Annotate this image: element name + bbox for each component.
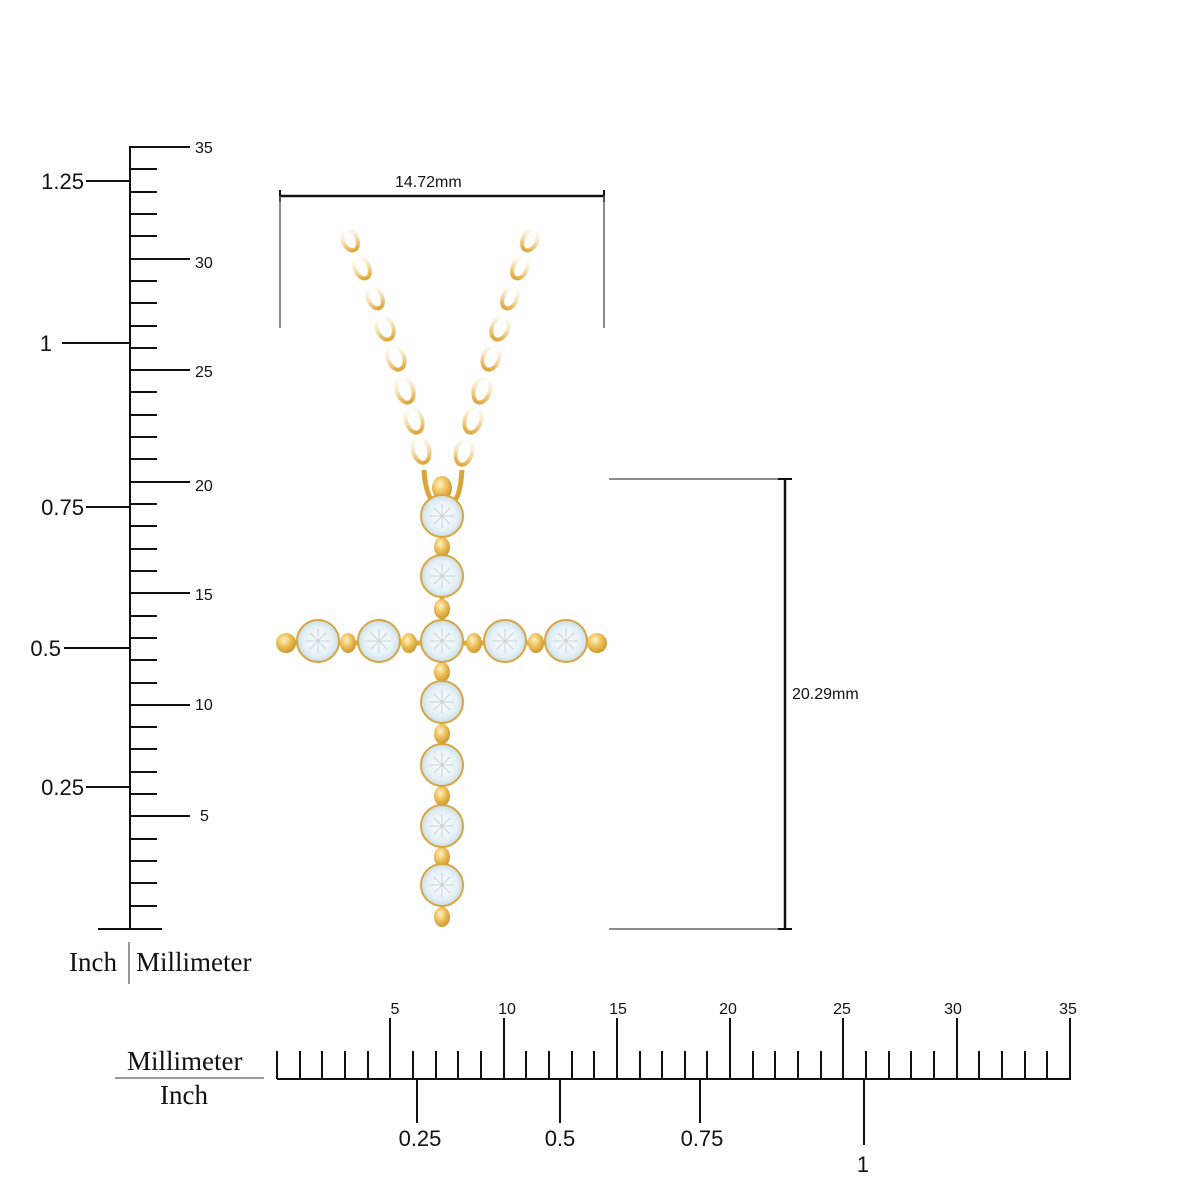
width-measurement-label: 14.72mm [395,174,462,191]
gold-bead [587,633,607,653]
gold-bead [276,633,296,653]
chain-left [340,227,432,465]
vertical-inch-unit-label: Inch [69,947,117,977]
vertical-inch-label-0.75: 0.75 [41,495,84,520]
width-dimension [279,190,605,328]
gold-bead [434,724,450,744]
vertical-mm-label-10: 10 [195,697,213,714]
gold-bead [340,633,356,653]
vertical-mm-label-15: 15 [195,587,213,604]
gold-bead [434,786,450,806]
cross-pendant-image [276,227,607,927]
horizontal-inch-label-0.25: 0.25 [399,1126,442,1151]
vertical-inch-label-1.25: 1.25 [41,169,84,194]
vertical-inch-label-1: 1 [40,331,52,356]
gold-beads [276,476,607,927]
diamonds [296,494,588,907]
vertical-inch-label-0.5: 0.5 [30,636,61,661]
horizontal-mm-unit-label: Millimeter [127,1046,243,1076]
horizontal-inch-label-0.5: 0.5 [545,1126,576,1151]
horizontal-inch-label-1: 1 [857,1152,869,1177]
vertical-mm-label-20: 20 [195,478,213,495]
horizontal-mm-label-15: 15 [609,1001,627,1018]
height-dimension [609,478,792,930]
vertical-ruler: 35 30 25 20 15 10 5 1.25 1 0.75 0.5 0.25 [30,140,213,984]
gold-bead [432,476,452,500]
height-measurement-label: 20.29mm [792,686,859,703]
horizontal-inch-unit-label: Inch [160,1080,208,1110]
gold-bead [434,537,450,557]
vertical-mm-unit-label: Millimeter [136,947,252,977]
gold-bead [434,599,450,619]
gold-bead [434,662,450,682]
horizontal-mm-label-30: 30 [944,1001,962,1018]
horizontal-inch-label-0.75: 0.75 [681,1126,724,1151]
vertical-mm-label-5: 5 [200,808,209,825]
vertical-inch-label-0.25: 0.25 [41,775,84,800]
gold-bead [434,907,450,927]
vertical-mm-label-35: 35 [195,140,213,157]
vertical-mm-label-25: 25 [195,364,213,381]
horizontal-mm-label-5: 5 [391,1001,400,1018]
gold-bead [528,633,544,653]
horizontal-mm-label-10: 10 [498,1001,516,1018]
horizontal-ruler: 5 10 15 20 25 30 35 0.25 0.5 0.75 1 [115,1001,1077,1177]
horizontal-mm-label-25: 25 [833,1001,851,1018]
gold-bead [401,633,417,653]
horizontal-mm-label-20: 20 [719,1001,737,1018]
chain-right [453,227,540,467]
horizontal-mm-label-35: 35 [1059,1001,1077,1018]
vertical-mm-label-30: 30 [195,255,213,272]
gold-bead [466,633,482,653]
gold-bead [434,847,450,867]
